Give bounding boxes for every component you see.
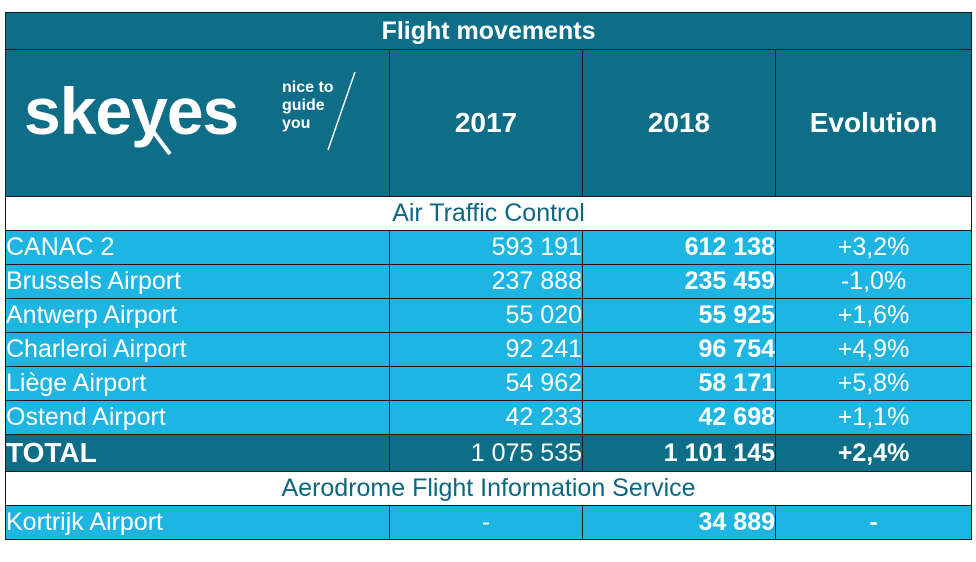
skeyes-logo: skeyes nice to guide you <box>24 72 356 156</box>
row-2017-value: 92 241 <box>389 332 583 367</box>
row-2018-value-cell: 96 754 <box>582 332 776 367</box>
table-row: Charleroi Airport 92 241 96 754 +4,9% <box>5 332 973 367</box>
logo-cell: skeyes nice to guide you <box>5 49 390 197</box>
total-evolution: +2,4% <box>774 434 973 472</box>
logo-tagline-line-1: nice to <box>282 79 334 96</box>
row-evolution: +5,8% <box>774 366 973 401</box>
row-label: Liège Airport <box>5 366 390 401</box>
row-2018-value: 34 889 <box>582 505 776 540</box>
total-2018-value: 1 101 145 <box>582 434 776 472</box>
logo-tagline-line-3: you <box>282 115 310 132</box>
logo-slash-decoration <box>150 128 172 156</box>
row-2018-value-cell: 58 171 <box>582 366 776 401</box>
section-row-afis: Aerodrome Flight Information Service <box>4 471 973 506</box>
row-evolution: +1,1% <box>774 400 973 435</box>
row-2018-value-cell: 55 925 <box>582 298 776 333</box>
section-title-atc: Air Traffic Control <box>4 196 973 231</box>
row-evolution: - <box>774 505 973 540</box>
total-2017-value: 1 075 535 <box>389 434 583 472</box>
row-label: Ostend Airport <box>5 400 390 435</box>
row-label: Antwerp Airport <box>5 298 390 333</box>
row-2017-value: 54 962 <box>389 366 583 401</box>
row-label: Charleroi Airport <box>5 332 390 367</box>
total-label: TOTAL <box>5 434 390 472</box>
row-label: CANAC 2 <box>5 230 390 265</box>
table-row: Brussels Airport 237 888 235 459 -1,0% <box>5 264 973 299</box>
title-row: Flight movements <box>4 12 973 50</box>
section-row-atc: Air Traffic Control <box>4 196 973 231</box>
total-row: TOTAL 1 075 535 1 101 145 +2,4% <box>5 434 973 472</box>
row-2018-value-cell: 42 698 <box>582 400 776 435</box>
logo-divider <box>327 72 356 151</box>
section-title-afis: Aerodrome Flight Information Service <box>4 471 973 506</box>
row-evolution: +3,2% <box>774 230 973 265</box>
flight-movements-table: Flight movements skeyes nice to guide yo… <box>4 12 973 540</box>
row-2017-value: 593 191 <box>389 230 583 265</box>
table-row: Liège Airport 54 962 58 171 +5,8% <box>5 366 973 401</box>
header-evolution: Evolution <box>774 49 973 197</box>
row-2018-value: 612 138 <box>684 233 775 261</box>
row-2018-value: 42 698 <box>698 403 775 431</box>
header-2018: 2018 <box>582 49 776 197</box>
row-2017-value: 42 233 <box>389 400 583 435</box>
logo-wordmark: skeyes <box>24 74 238 148</box>
table-title: Flight movements <box>4 12 973 50</box>
row-2018-value-cell: 235 459 <box>582 264 776 299</box>
row-2017-value: 55 020 <box>389 298 583 333</box>
row-label: Brussels Airport <box>5 264 390 299</box>
row-label: Kortrijk Airport <box>5 505 390 540</box>
logo-tagline-line-2: guide <box>282 97 325 114</box>
row-2018-value: 55 925 <box>698 301 775 329</box>
row-2017-value: - <box>389 505 583 540</box>
table-row: Antwerp Airport 55 020 55 925 +1,6% <box>5 298 973 333</box>
row-2018-value: 58 171 <box>698 369 775 397</box>
table-row: Kortrijk Airport - 34 889 - <box>5 505 973 540</box>
row-evolution: -1,0% <box>774 264 973 299</box>
table-row: Ostend Airport 42 233 42 698 +1,1% <box>5 400 973 435</box>
header-row: skeyes nice to guide you 2017 2018 Evolu… <box>5 49 973 197</box>
row-evolution: +1,6% <box>774 298 973 333</box>
table-row: CANAC 2 593 191 612 138 +3,2% <box>5 230 973 265</box>
row-evolution: +4,9% <box>774 332 973 367</box>
row-2017-value: 237 888 <box>389 264 583 299</box>
header-2017: 2017 <box>389 49 583 197</box>
row-2018-value: 235 459 <box>684 267 775 295</box>
row-2018-value: 96 754 <box>698 335 775 363</box>
row-2018-value-cell: 612 138 <box>582 230 776 265</box>
